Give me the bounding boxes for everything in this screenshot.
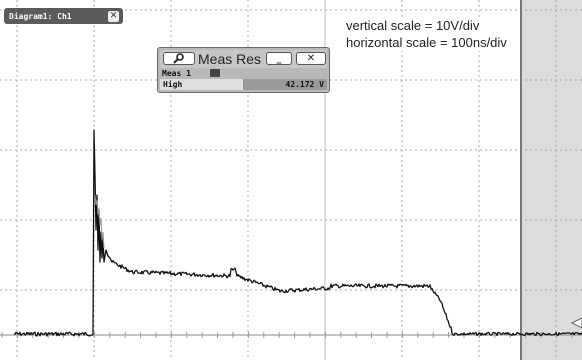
meas-result-label: High	[163, 80, 183, 89]
close-icon[interactable]: ✕	[108, 10, 119, 22]
close-icon: ✕	[306, 53, 316, 64]
meas-title-bar[interactable]: Meas Res _ ✕	[160, 50, 327, 68]
diagram-tab-label: Diagram1: Ch1	[9, 11, 72, 21]
shaded-region	[521, 0, 582, 360]
scale-annotation: vertical scale = 10V/div horizontal scal…	[346, 17, 507, 51]
minimize-button[interactable]: _	[266, 52, 292, 65]
minimize-icon: _	[276, 53, 282, 64]
search-button[interactable]	[163, 52, 195, 65]
close-button[interactable]: ✕	[296, 52, 326, 65]
trigger-level-marker	[570, 317, 582, 329]
diagram-tab[interactable]: Diagram1: Ch1 ✕	[4, 8, 123, 24]
waveform-trace	[13, 129, 582, 337]
ringing-detail	[94, 194, 105, 249]
meas-result-value: 42.172 V	[285, 80, 324, 89]
meas-result-row[interactable]: High 42.172 V	[160, 79, 327, 90]
meas-results-window[interactable]: Meas Res _ ✕ Meas 1 High 42.172 V	[157, 47, 330, 93]
meas-title: Meas Res	[198, 51, 262, 67]
vertical-scale-text: vertical scale = 10V/div	[346, 18, 480, 33]
meas-label: Meas 1	[162, 69, 191, 78]
meas-settings-icon[interactable]	[210, 69, 220, 77]
search-icon	[173, 53, 184, 64]
horizontal-scale-text: horizontal scale = 100ns/div	[346, 35, 507, 50]
